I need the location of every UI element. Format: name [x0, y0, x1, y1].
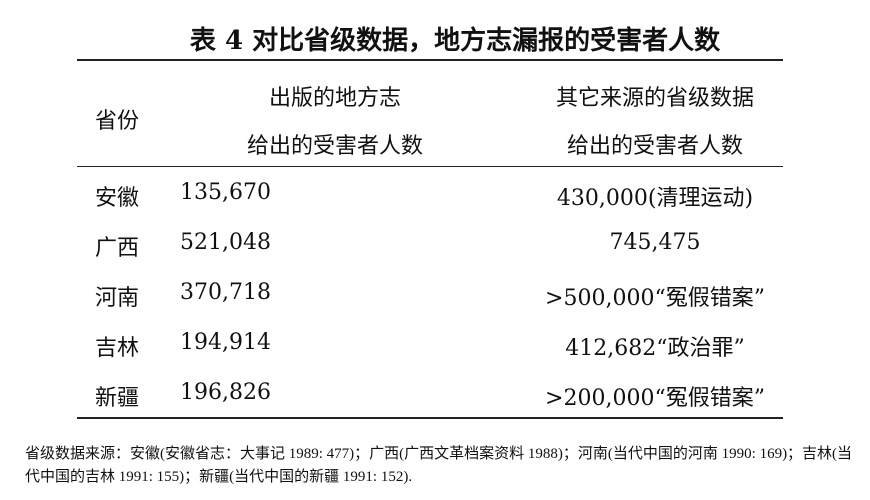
header-rule	[77, 166, 783, 167]
top-rule	[77, 59, 783, 61]
header-other-line1: 其它来源的省级数据	[555, 86, 754, 111]
other-source-cell: 430,000(清理运动)	[556, 186, 754, 211]
header-gazetteer-line1: 出版的地方志	[268, 86, 401, 111]
table-title: 表 4 对比省级数据，地方志漏报的受害者人数	[189, 26, 721, 56]
province-cell: 安徽	[95, 186, 140, 211]
header-other-line2: 给出的受害者人数	[566, 134, 743, 159]
province-cell: 广西	[95, 236, 140, 261]
gazetteer-count-cell: 521,048	[180, 230, 271, 255]
source-note: 省级数据来源：安徽(安徽省志：大事记 1989: 477)；广西(广西文革档案资…	[25, 446, 853, 485]
other-source-cell: >200,000“冤假错案”	[545, 386, 765, 411]
gazetteer-count-cell: 370,718	[180, 280, 271, 305]
gazetteer-count-cell: 196,826	[180, 380, 271, 405]
province-cell: 吉林	[95, 336, 140, 361]
other-source-cell: >500,000“冤假错案”	[545, 286, 765, 311]
gazetteer-count-cell: 194,914	[180, 330, 271, 355]
province-cell: 新疆	[95, 386, 140, 411]
gazetteer-count-cell: 135,670	[180, 180, 271, 205]
other-source-cell: 745,475	[609, 230, 701, 255]
other-source-cell: 412,682“政治罪”	[565, 336, 745, 361]
header-province: 省份	[95, 109, 140, 134]
province-cell: 河南	[95, 286, 140, 311]
bottom-rule	[77, 417, 783, 419]
header-gazetteer-line2: 给出的受害者人数	[246, 134, 423, 159]
